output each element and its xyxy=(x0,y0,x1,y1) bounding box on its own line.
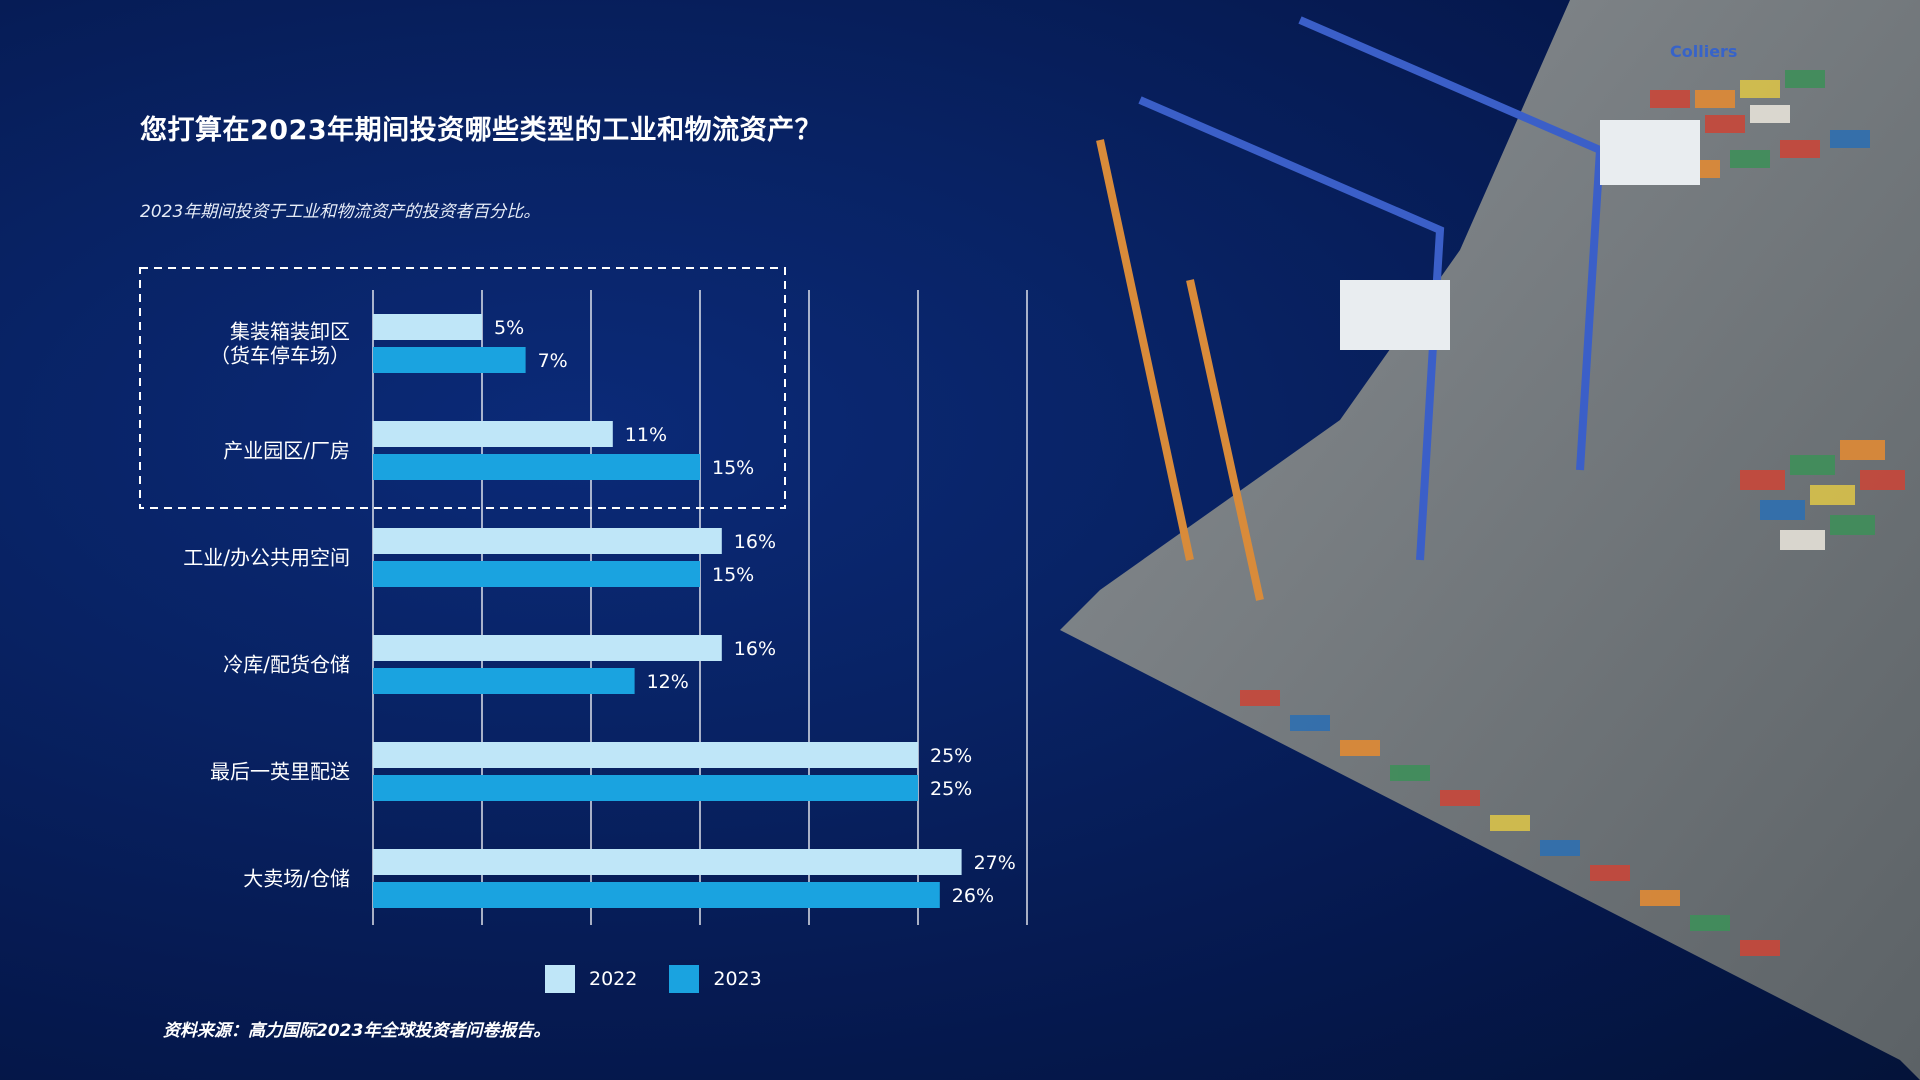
brand-logo: Colliers xyxy=(1670,42,1738,61)
data-label: 25% xyxy=(930,745,972,767)
data-label: 11% xyxy=(625,424,667,446)
source-note: 资料来源：高力国际2023年全球投资者问卷报告。 xyxy=(163,1021,551,1041)
data-label: 16% xyxy=(734,638,776,660)
data-label: 26% xyxy=(952,885,994,907)
data-label: 25% xyxy=(930,778,972,800)
gridlines xyxy=(372,290,1028,925)
data-label: 16% xyxy=(734,531,776,553)
category-label: 冷库/配货仓储 xyxy=(223,653,350,677)
bar-2023 xyxy=(373,668,635,694)
port-aerial-image xyxy=(1060,0,1920,1080)
bar-2023 xyxy=(373,347,526,373)
bar-2023 xyxy=(373,561,700,587)
highlight-box xyxy=(139,267,786,509)
legend-label-2022: 2022 xyxy=(589,968,638,990)
category-label: 工业/办公共用空间 xyxy=(183,546,350,570)
bar-2023 xyxy=(373,775,918,801)
bar-2023 xyxy=(373,454,700,480)
data-label: 5% xyxy=(494,317,524,339)
bar-2022 xyxy=(373,635,722,661)
category-labels: 集装箱装卸区（货车停车场） 产业园区/厂房工业/办公共用空间冷库/配货仓储最后一英… xyxy=(183,320,350,891)
category-label: 最后一英里配送 xyxy=(210,760,350,784)
bar-2022 xyxy=(373,742,918,768)
data-label: 15% xyxy=(712,564,754,586)
legend-item-2023: 2023 xyxy=(669,965,762,993)
data-label: 7% xyxy=(538,350,568,372)
legend-item-2022: 2022 xyxy=(545,965,637,993)
bars: 5% 7% 11% 15% 16% 15% 16% 12% 25% 25% 27% 26% xyxy=(373,314,1016,908)
category-label: 大卖场/仓储 xyxy=(243,867,350,891)
data-label: 27% xyxy=(974,852,1016,874)
legend-label-2023: 2023 xyxy=(713,968,762,990)
bar-2022 xyxy=(373,528,722,554)
bar-2022 xyxy=(373,849,962,875)
legend-swatch-2023 xyxy=(669,965,700,993)
legend-swatch-2022 xyxy=(545,965,575,993)
data-label: 15% xyxy=(712,457,754,479)
chart-subtitle: 2023年期间投资于工业和物流资产的投资者百分比。 xyxy=(140,202,541,222)
legend: 2022 2023 xyxy=(545,965,762,993)
chart-title: 您打算在2023年期间投资哪些类型的工业和物流资产？ xyxy=(140,115,823,146)
category-label: 集装箱装卸区（货车停车场） xyxy=(210,320,350,368)
bar-2023 xyxy=(373,882,940,908)
category-label: 产业园区/厂房 xyxy=(223,439,350,463)
bar-2022 xyxy=(373,421,613,447)
bar-2022 xyxy=(373,314,482,340)
data-label: 12% xyxy=(647,671,689,693)
bar-chart: 5% 7% 11% 15% 16% 15% 16% 12% 25% 25% 27% 26% 集装箱装卸… xyxy=(139,267,1028,925)
